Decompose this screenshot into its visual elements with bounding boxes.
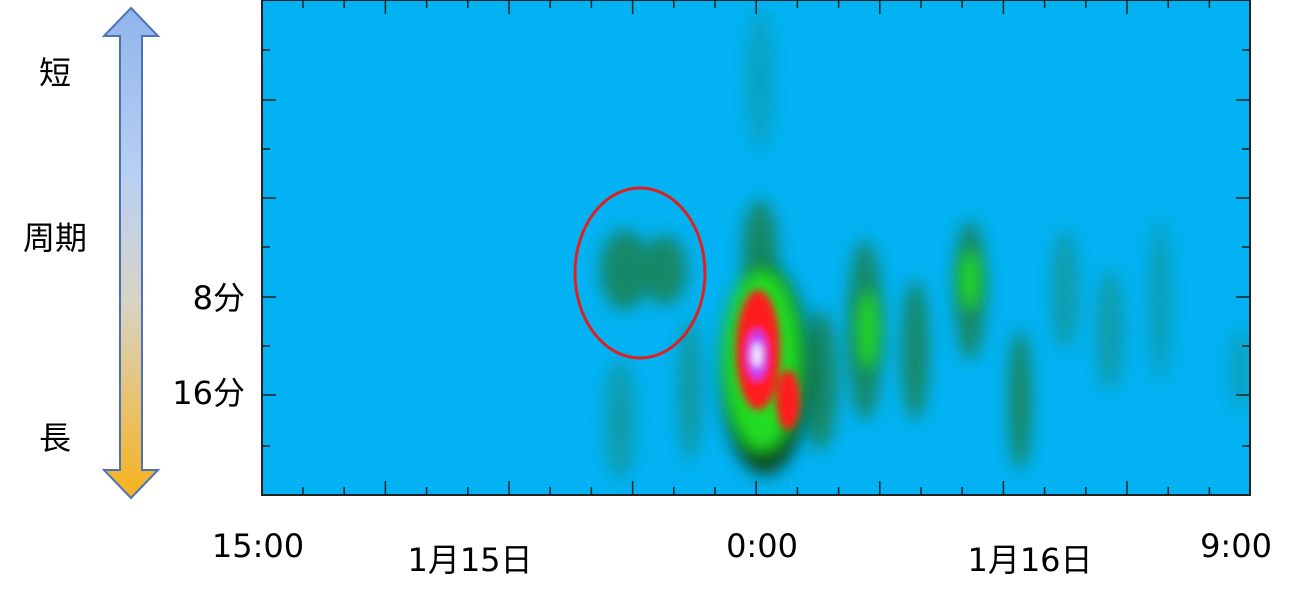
axis-label: 周期 (23, 219, 87, 257)
date-label: 1月16日 (967, 541, 1092, 579)
highlight-circle (573, 186, 707, 360)
x-tick-label: 9:00 (1200, 527, 1272, 565)
x-tick-label: 0:00 (726, 527, 798, 565)
arrow-label: 長 (39, 419, 71, 457)
date-label: 1月15日 (407, 541, 532, 579)
y-tick-label: 8分 (193, 279, 245, 317)
y-tick-label: 16分 (172, 374, 245, 412)
ticks (262, 0, 1250, 495)
spectrogram (600, 10, 1250, 480)
arrow (101, 6, 161, 500)
x-tick-label: 15:00 (212, 527, 304, 565)
arrow-label: 短 (39, 54, 71, 92)
